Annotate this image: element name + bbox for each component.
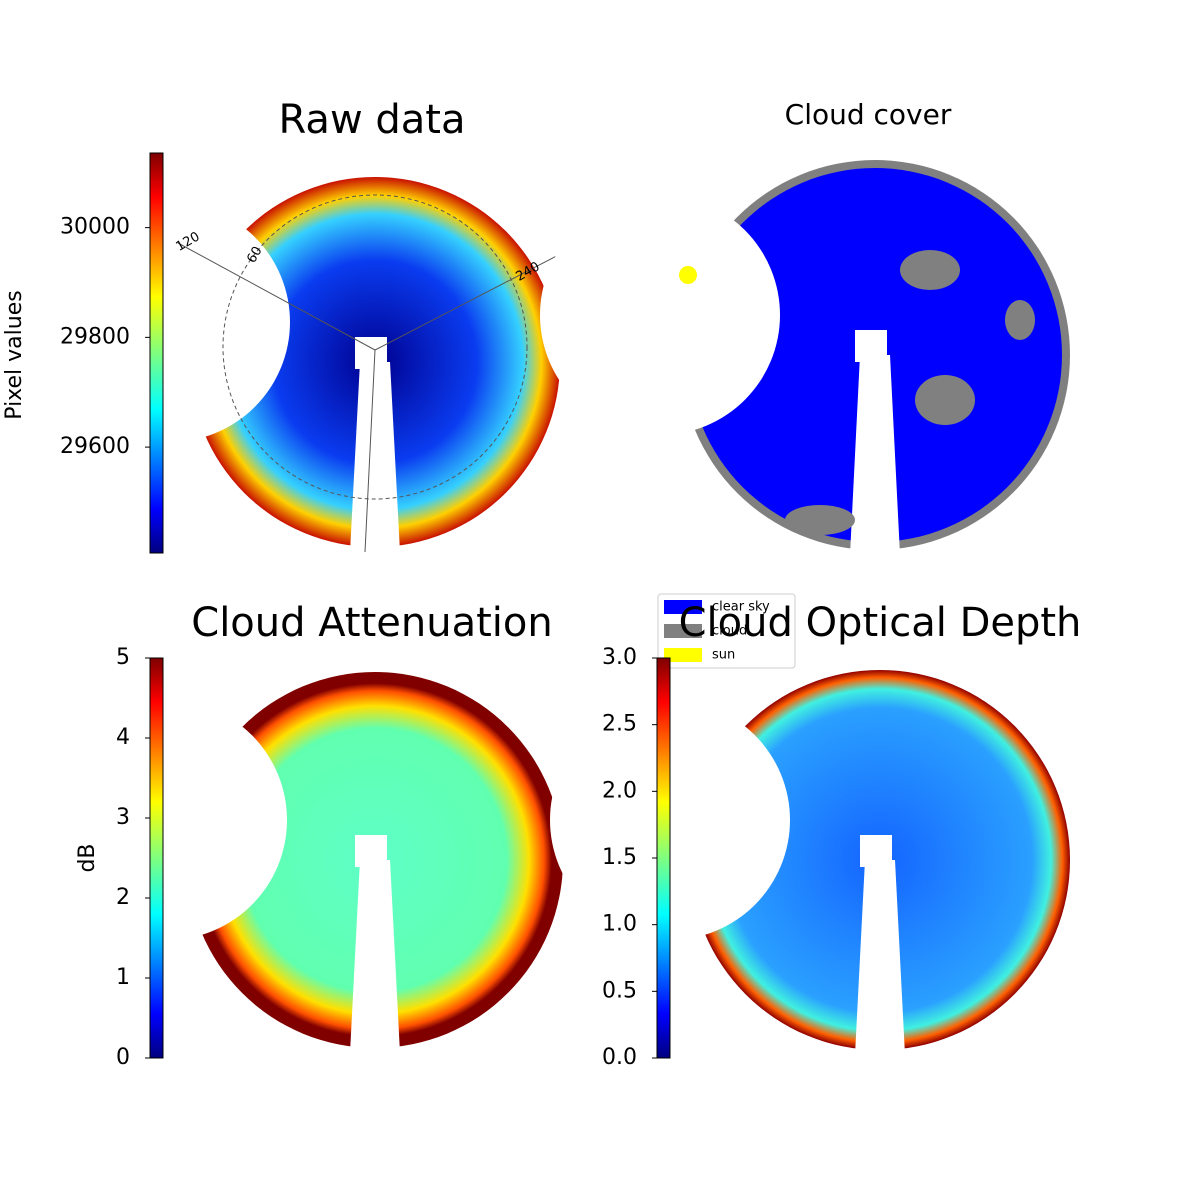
sky-image [540,160,1070,555]
polar-grid [177,242,376,351]
colorbar [656,657,671,1059]
cloud-patch [785,505,855,535]
colorbar-tick-label: 1 [116,965,130,990]
colorbar-tick-label: 1.5 [602,845,637,870]
mast-mask [855,860,905,1055]
panel-title: Raw data [279,97,466,143]
legend-swatch [664,648,702,662]
colorbar-tick-label: 3 [116,805,130,830]
colorbar-tick-label: 5 [116,645,130,670]
camera-mask [860,835,892,867]
colorbar-tick-label: 0 [116,1045,130,1070]
polar-label: 60 [244,244,265,266]
legend-swatch [664,624,702,638]
mast-mask [350,860,400,1053]
legend: clear sky cloud sun [657,593,796,669]
sun-marker [679,266,697,284]
horizon-mask [47,700,287,940]
colorbar-tick-label: 30000 [60,215,130,240]
sky-image [47,672,563,1053]
camera-mask [355,835,387,867]
colorbar-tick-label: 29800 [60,324,130,349]
colorbar [149,152,164,554]
horizon-mask [540,195,780,435]
legend-label: sun [712,648,735,663]
colorbar [149,657,164,1059]
colorbar-tick-label: 2.0 [602,778,637,803]
camera-mask [855,330,887,362]
colorbar-tick-label: 0.5 [602,978,637,1003]
mast-mask [850,355,900,555]
panel-title: Cloud Optical Depth [679,600,1082,646]
colorbar-tick-label: 3.0 [602,645,637,670]
horizon-mask [50,202,290,442]
panel-title: Cloud cover [785,98,952,131]
legend-swatch [664,600,702,614]
colorbar-tick-label: 29600 [60,434,130,459]
mast-mask [350,362,400,552]
colorbar-tick-label: 2.5 [602,712,637,737]
colorbar-tick-label: 4 [116,725,130,750]
colorbar-tick-label: 0.0 [602,1045,637,1070]
polar-grid [222,194,528,500]
legend-label: cloud [712,624,747,639]
colorbar-tick-label: 1.0 [602,912,637,937]
cloud-patch [915,375,975,425]
cloud-patch [900,250,960,290]
cloud-patch [1005,300,1035,340]
panel-title: Cloud Attenuation [191,600,552,646]
colorbar-label: Pixel values [2,290,27,419]
polar-grid [364,349,376,553]
polar-grid [374,247,573,351]
colorbar-tick-label: 2 [116,885,130,910]
sky-image [50,177,560,552]
colorbar-label: dB [75,843,100,872]
legend-label: clear sky [712,600,770,615]
